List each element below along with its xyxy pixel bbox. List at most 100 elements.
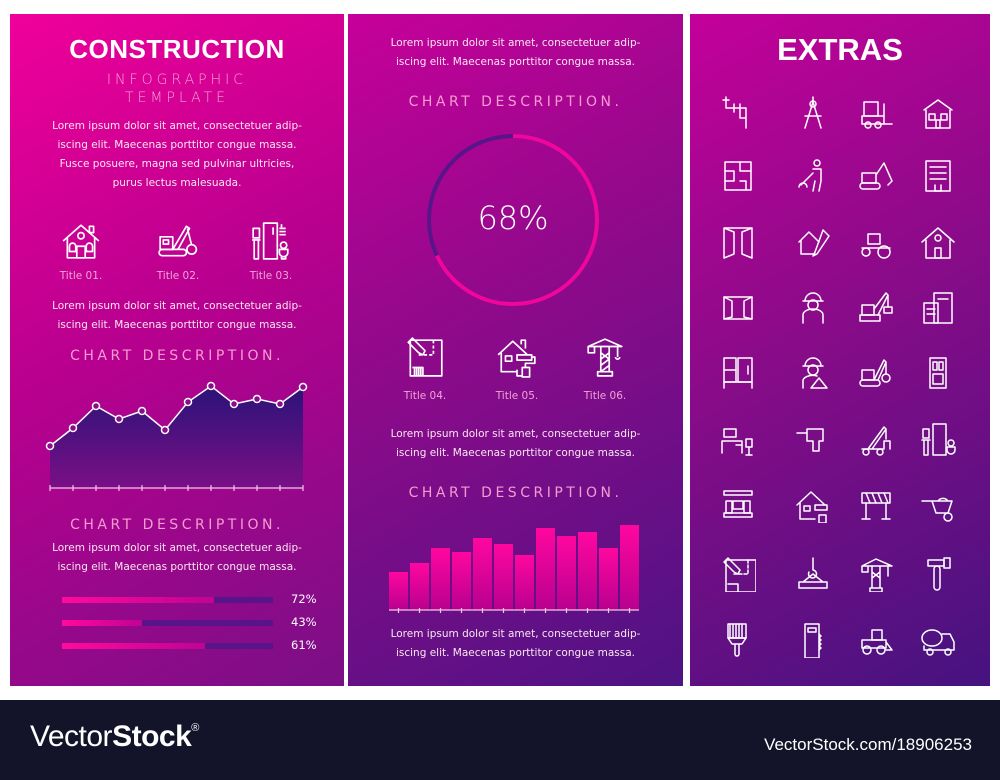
icon-title-06: Title 06. (583, 390, 627, 402)
compass-icon (795, 94, 831, 130)
brand-url: VectorStock.com/18906253 (764, 735, 972, 754)
text-line: Lorem ipsum dolor sit amet, consectetuer… (390, 628, 641, 640)
hook-beam-icon (795, 556, 831, 592)
text-line: iscing elit. Maecenas porttitor congue m… (57, 139, 297, 151)
bar (599, 548, 618, 610)
icon-title-04: Title 04. (403, 390, 447, 402)
description-text: Lorem ipsum dolor sit amet, consectetuer… (10, 297, 344, 335)
bar (536, 528, 555, 610)
road-roller-icon (858, 224, 894, 260)
registered-mark: ® (191, 722, 199, 734)
bar (620, 525, 639, 610)
kitchen-cabinets-icon (720, 354, 756, 390)
text-line: iscing elit. Maecenas porttitor congue m… (395, 56, 635, 68)
text-line: Lorem ipsum dolor sit amet, consectetuer… (390, 428, 641, 440)
bar-chart (389, 525, 639, 613)
bar (515, 555, 534, 610)
text-line: Fusce posuere, magna sed pulvinar ultric… (59, 158, 295, 170)
description-text: Lorem ipsum dolor sit amet, consectetuer… (348, 425, 683, 463)
intro-text: Lorem ipsum dolor sit amet, consectetuer… (10, 117, 344, 193)
progress-fill-2 (62, 620, 143, 626)
wheelbarrow-icon (920, 487, 956, 523)
buildings-icon (920, 289, 956, 325)
wrecking-crane-icon (157, 220, 199, 262)
worker-warning-icon (795, 354, 831, 390)
description-text-2: Lorem ipsum dolor sit amet, consectetuer… (10, 539, 344, 577)
bar (578, 532, 597, 610)
donut-chart (427, 134, 599, 306)
door-icon (920, 354, 956, 390)
progress-bar-1 (62, 597, 273, 603)
crane-load-icon (858, 289, 894, 325)
concrete-mixer-icon (920, 622, 956, 658)
bathroom-fixtures-icon (920, 421, 956, 457)
extras-title: EXTRAS (777, 32, 903, 67)
worker-helmet-icon (795, 289, 831, 325)
house-paint-icon (795, 487, 831, 524)
chart-title: CHART DESCRIPTION. (408, 94, 623, 110)
progress-label-2: 43% (291, 615, 317, 629)
description-text-3: Lorem ipsum dolor sit amet, consectetuer… (348, 625, 683, 663)
bar (494, 544, 513, 610)
blueprint-icon (720, 556, 757, 593)
window-icon (720, 289, 756, 325)
apartment-building-icon (920, 157, 956, 193)
progress-bar-2 (62, 620, 273, 626)
text-line: Lorem ipsum dolor sit amet, consectetuer… (52, 120, 302, 132)
text-line: purus lectus malesuada. (112, 177, 242, 189)
donut-label: 68% (477, 199, 549, 237)
footer-watermark: VectorStock® VectorStock.com/18906253 (0, 700, 1000, 780)
progress-bar-3 (62, 643, 273, 649)
text-line: iscing elit. Maecenas porttitor congue m… (57, 319, 297, 331)
main-title: CONSTRUCTION (69, 34, 285, 64)
brand-bold: Stock (112, 720, 192, 753)
text-line: iscing elit. Maecenas porttitor congue m… (57, 561, 297, 573)
text-line: Lorem ipsum dolor sit amet, consectetuer… (52, 542, 302, 554)
tv-furniture-icon (720, 487, 756, 523)
progress-label-3: 61% (291, 638, 317, 652)
hammer-icon (920, 556, 956, 592)
house-pencil-icon (795, 224, 831, 260)
bar (473, 538, 492, 610)
subtitle-line2: TEMPLATE (125, 90, 229, 106)
worker-shovel-icon (795, 157, 831, 193)
house-icon (920, 224, 956, 260)
bulldozer-icon (858, 622, 894, 658)
right-panel: EXTRAS (690, 14, 990, 686)
school-building-icon (920, 94, 956, 130)
pipe-icon (720, 94, 756, 130)
paint-brush-icon (720, 622, 756, 658)
tower-crane-icon (858, 556, 894, 593)
text-line: iscing elit. Maecenas porttitor congue m… (395, 647, 635, 659)
brand-light: Vector (30, 720, 113, 753)
text-line: Lorem ipsum dolor sit amet, consectetuer… (52, 300, 302, 312)
bar (452, 552, 471, 610)
drill-icon (795, 421, 831, 457)
hand-saw-icon (795, 622, 831, 659)
left-panel: CONSTRUCTION INFOGRAPHIC TEMPLATE Lorem … (10, 14, 344, 686)
wrecking-crane-icon (858, 354, 894, 390)
bar (557, 536, 576, 610)
double-door-icon (720, 224, 756, 260)
road-barrier-icon (858, 487, 894, 523)
intro-text: Lorem ipsum dolor sit amet, consectetuer… (348, 34, 683, 72)
forklift-icon (858, 94, 894, 130)
progress-label-1: 72% (291, 592, 317, 606)
chart-title-2: CHART DESCRIPTION. (70, 517, 284, 533)
icon-title-05: Title 05. (495, 390, 539, 402)
bathroom-fixtures-icon (250, 220, 292, 262)
donut-progress-arc (427, 134, 599, 306)
icon-title-03: Title 03. (249, 270, 293, 282)
icon-title-01: Title 01. (59, 270, 103, 282)
bar (431, 548, 450, 610)
floor-plan-icon (720, 157, 756, 193)
middle-panel: Lorem ipsum dolor sit amet, consectetuer… (348, 14, 683, 686)
text-line: iscing elit. Maecenas porttitor congue m… (395, 447, 635, 459)
chart-title: CHART DESCRIPTION. (70, 348, 284, 364)
crane-truck-icon (858, 421, 894, 457)
bar (410, 563, 429, 610)
blueprint-icon (404, 336, 446, 378)
excavator-icon (858, 157, 894, 193)
text-line: Lorem ipsum dolor sit amet, consectetuer… (390, 37, 641, 49)
icon-title-02: Title 02. (156, 270, 200, 282)
